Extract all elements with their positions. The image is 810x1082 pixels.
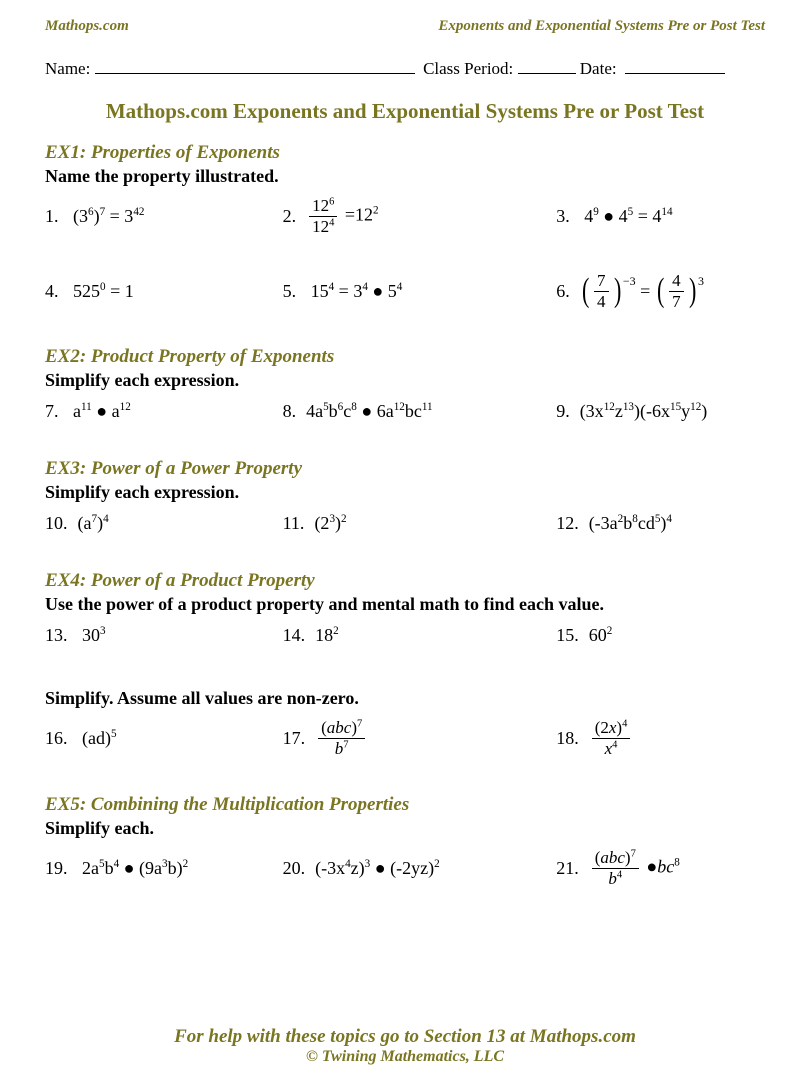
date-label: Date: — [580, 59, 617, 78]
row-q13-15: 13. 303 14. 182 15. 602 — [45, 625, 765, 646]
row-q19-21: 19. 2a5b4 ● (9a3b)2 20. (-3x4z)3 ● (-2yz… — [45, 849, 765, 888]
q17-num: 17. — [283, 728, 306, 749]
q11-expr: (23)2 — [314, 513, 346, 534]
doc-title: Mathops.com Exponents and Exponential Sy… — [45, 99, 765, 124]
q6-num: 6. — [556, 281, 570, 302]
q1-expr: (36)7 = 342 — [69, 206, 145, 227]
footer: For help with these topics go to Section… — [0, 1026, 810, 1066]
ex4-instr: Use the power of a product property and … — [45, 594, 765, 615]
ex4-head: EX4: Power of a Product Property — [45, 570, 765, 592]
row-q10-12: 10. (a7)4 11. (23)2 12. (-3a2b8cd5)4 — [45, 513, 765, 534]
q5-num: 5. — [283, 281, 297, 302]
q15-expr: 602 — [589, 625, 613, 646]
ex1-head: EX1: Properties of Exponents — [45, 142, 765, 164]
q21-num: 21. — [556, 858, 579, 879]
ex4b-instr: Simplify. Assume all values are non-zero… — [45, 688, 765, 709]
q2-expr: 126124 =122 — [306, 197, 379, 236]
name-label: Name: — [45, 59, 90, 78]
q19-num: 19. — [45, 858, 68, 879]
ex3-head: EX3: Power of a Power Property — [45, 458, 765, 480]
q4-num: 4. — [45, 281, 59, 302]
q9-num: 9. — [556, 401, 570, 422]
q20-num: 20. — [283, 858, 306, 879]
q16-num: 16. — [45, 728, 68, 749]
q20-expr: (-3x4z)3 ● (-2yz)2 — [315, 858, 440, 879]
q10-expr: (a7)4 — [78, 513, 109, 534]
ex5-instr: Simplify each. — [45, 818, 765, 839]
doc-title-header: Exponents and Exponential Systems Pre or… — [438, 18, 765, 35]
q7-num: 7. — [45, 401, 59, 422]
q18-num: 18. — [556, 728, 579, 749]
page-header: Mathops.com Exponents and Exponential Sy… — [45, 18, 765, 35]
q2-num: 2. — [283, 206, 297, 227]
q9-expr: (3x12z13)(-6x15y12) — [580, 401, 708, 422]
q14-expr: 182 — [315, 625, 339, 646]
q6-expr: (74)−3 = (47)3 — [580, 272, 704, 311]
footer-help: For help with these topics go to Section… — [0, 1026, 810, 1048]
q14-num: 14. — [283, 625, 306, 646]
q5-expr: 154 = 34 ● 54 — [306, 281, 402, 302]
ex3-instr: Simplify each expression. — [45, 482, 765, 503]
ex2-head: EX2: Product Property of Exponents — [45, 346, 765, 368]
q17-expr: (abc)7b7 — [315, 719, 368, 758]
q7-expr: a11 ● a12 — [69, 401, 131, 422]
date-blank[interactable] — [625, 73, 725, 74]
q21-expr: (abc)7b4 ●bc8 — [589, 849, 680, 888]
q8-num: 8. — [283, 401, 297, 422]
q16-expr: (ad)5 — [78, 728, 117, 749]
q3-expr: 49 ● 45 = 414 — [580, 206, 673, 227]
q19-expr: 2a5b4 ● (9a3b)2 — [78, 858, 189, 879]
q18-expr: (2x)4x4 — [589, 719, 634, 758]
q11-num: 11. — [283, 513, 305, 534]
period-label: Class Period: — [423, 59, 513, 78]
name-line: Name: Class Period: Date: — [45, 59, 765, 79]
q3-num: 3. — [556, 206, 570, 227]
q13-expr: 303 — [78, 625, 106, 646]
q13-num: 13. — [45, 625, 68, 646]
row-q4-6: 4. 5250 = 1 5. 154 = 34 ● 54 6. (74)−3 =… — [45, 272, 765, 311]
q10-num: 10. — [45, 513, 68, 534]
q8-expr: 4a5b6c8 ● 6a12bc11 — [306, 401, 433, 422]
q15-num: 15. — [556, 625, 579, 646]
ex2-instr: Simplify each expression. — [45, 370, 765, 391]
site-name: Mathops.com — [45, 18, 129, 35]
row-q1-3: 1. (36)7 = 342 2. 126124 =122 3. 49 ● 45… — [45, 197, 765, 236]
row-q16-18: 16. (ad)5 17. (abc)7b7 18. (2x)4x4 — [45, 719, 765, 758]
ex1-instr: Name the property illustrated. — [45, 166, 765, 187]
q12-expr: (-3a2b8cd5)4 — [589, 513, 672, 534]
period-blank[interactable] — [518, 73, 576, 74]
q4-expr: 5250 = 1 — [69, 281, 134, 302]
ex5-head: EX5: Combining the Multiplication Proper… — [45, 794, 765, 816]
q1-num: 1. — [45, 206, 59, 227]
name-blank[interactable] — [95, 73, 415, 74]
footer-copyright: © Twining Mathematics, LLC — [0, 1048, 810, 1066]
row-q7-9: 7. a11 ● a12 8. 4a5b6c8 ● 6a12bc11 9. (3… — [45, 401, 765, 422]
q12-num: 12. — [556, 513, 579, 534]
